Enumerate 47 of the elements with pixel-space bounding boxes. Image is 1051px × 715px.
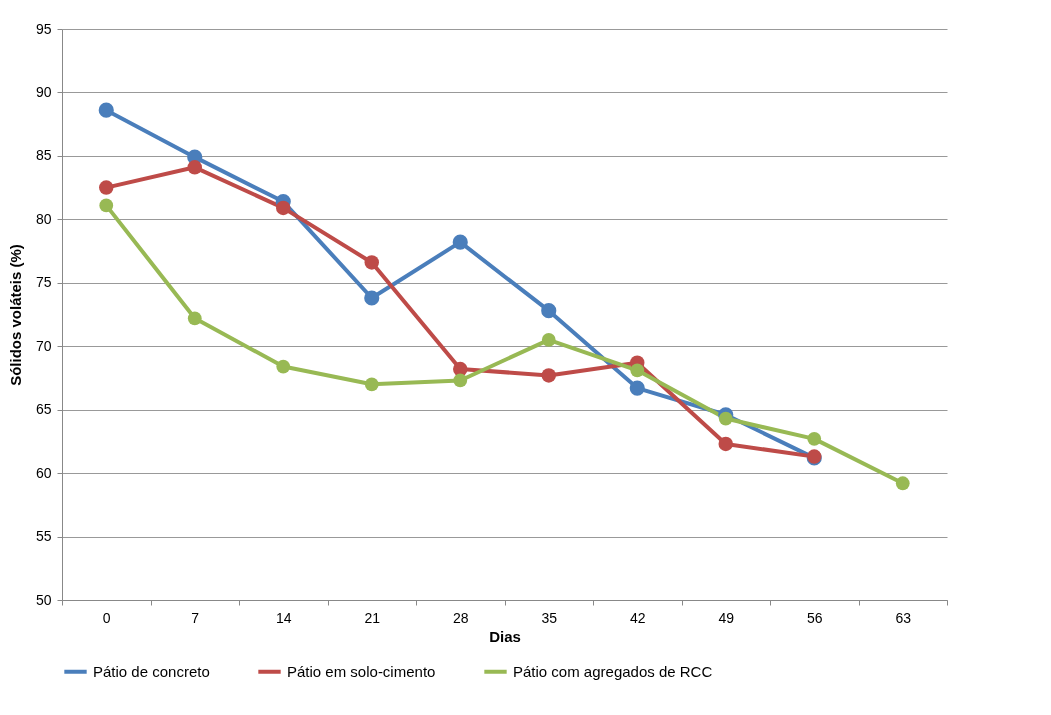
- point: [364, 377, 379, 392]
- x-tick-label: 35: [541, 609, 558, 626]
- point: [99, 180, 114, 195]
- point: [452, 234, 468, 250]
- y-tick-label: 80: [35, 210, 52, 227]
- legend-label: Pátio em solo-cimento: [287, 662, 436, 680]
- point: [364, 255, 379, 270]
- y-tick-label: 60: [35, 464, 52, 481]
- point: [187, 311, 202, 326]
- point: [364, 290, 380, 306]
- point: [807, 431, 822, 446]
- x-axis-title: Dias: [489, 627, 521, 645]
- y-axis-title: Sólidos voláteis (%): [6, 244, 24, 386]
- point: [99, 198, 114, 213]
- point: [453, 373, 468, 388]
- y-tick-label: 50: [35, 591, 52, 608]
- y-tick-label: 95: [35, 20, 52, 37]
- point: [541, 368, 556, 383]
- y-tick-label: 70: [35, 337, 52, 354]
- x-tick-label: 42: [629, 609, 646, 626]
- point: [718, 436, 733, 452]
- y-tick-label: 75: [35, 274, 52, 291]
- point: [629, 380, 645, 396]
- point: [895, 476, 910, 491]
- y-tick-label: 65: [35, 401, 52, 418]
- point: [630, 363, 645, 378]
- point: [187, 160, 202, 175]
- y-tick-label: 85: [35, 147, 52, 164]
- x-tick-label: 63: [895, 609, 912, 626]
- x-tick-label: 0: [102, 609, 111, 626]
- x-tick-label: 56: [806, 609, 823, 626]
- point: [98, 102, 114, 118]
- point: [718, 411, 733, 426]
- x-tick-label: 7: [191, 609, 200, 626]
- point: [453, 361, 468, 377]
- point: [276, 200, 291, 216]
- y-tick-label: 90: [35, 83, 52, 100]
- point: [276, 359, 291, 374]
- legend-label: Pátio de concreto: [93, 662, 210, 680]
- x-tick-label: 49: [718, 609, 735, 626]
- legend-label: Pátio com agregados de RCC: [513, 662, 713, 680]
- x-tick-label: 14: [275, 609, 292, 626]
- x-tick-label: 28: [452, 609, 469, 626]
- point: [541, 333, 556, 347]
- x-tick-label: 21: [364, 609, 381, 626]
- point: [541, 303, 557, 319]
- y-tick-label: 55: [35, 528, 52, 545]
